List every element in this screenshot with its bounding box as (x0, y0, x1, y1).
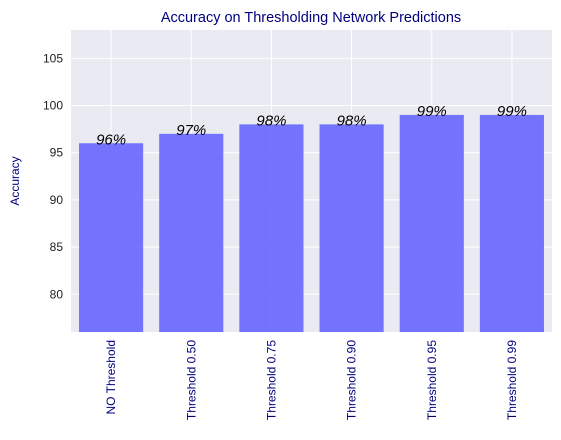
data-label: 98% (256, 112, 286, 129)
data-labels: 96% 97% 98% 98% 99% 99% (96, 103, 527, 148)
y-tick-label: 80 (50, 287, 64, 301)
y-tick-labels: 80 85 90 95 100 105 (43, 51, 63, 301)
data-label: 98% (337, 112, 367, 129)
bar (319, 124, 384, 332)
data-label: 99% (497, 103, 527, 120)
bar (479, 114, 544, 332)
bar (159, 133, 224, 332)
bar (399, 114, 464, 332)
bar (79, 143, 144, 332)
x-tick-label: NO Threshold (104, 340, 118, 414)
data-label: 96% (96, 131, 126, 148)
x-tick-label: Threshold 0.75 (264, 340, 278, 420)
x-tick-labels: NO Threshold Threshold 0.50 Threshold 0.75… (104, 340, 519, 420)
x-tick-label: Threshold 0.95 (425, 340, 439, 420)
y-axis-label: Accuracy (8, 156, 22, 205)
x-tick-label: Threshold 0.99 (505, 340, 519, 420)
data-label: 97% (176, 122, 206, 139)
x-tick-label: Threshold 0.50 (184, 340, 198, 420)
y-tick-label: 105 (43, 51, 63, 65)
plot-area (71, 30, 552, 332)
y-tick-label: 95 (50, 146, 64, 160)
bar (239, 124, 304, 332)
y-tick-label: 85 (50, 240, 64, 254)
chart-title: Accuracy on Thresholding Network Predict… (161, 10, 461, 26)
y-tick-label: 100 (43, 99, 63, 113)
x-tick-label: Threshold 0.90 (345, 340, 359, 420)
y-tick-label: 90 (50, 193, 64, 207)
data-label: 99% (417, 103, 447, 120)
bars (79, 114, 544, 332)
